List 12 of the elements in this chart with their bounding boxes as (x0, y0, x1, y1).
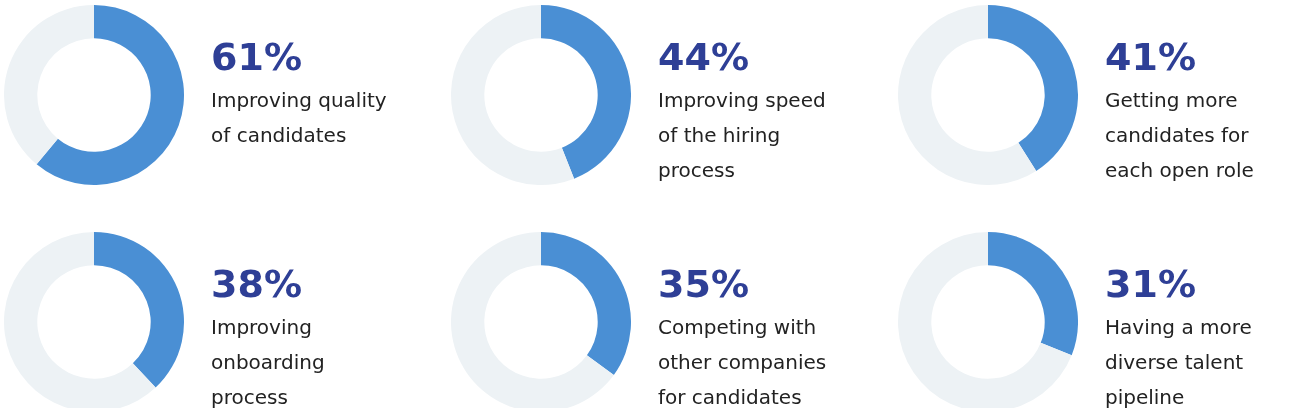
slice-label: Improving speed of the hiring process (658, 87, 827, 184)
data-label: 41% (1105, 35, 1197, 79)
slice-label: Getting more candidates for each open role (1105, 87, 1255, 184)
data-label: 35% (658, 262, 750, 306)
data-label: 61% (211, 35, 303, 79)
data-label: 44% (658, 35, 750, 79)
slice-label: Improving quality of candidates (211, 87, 388, 149)
slice-label: Competing with other companies for candidates (658, 314, 828, 408)
slice-label: Improving onboarding process (211, 314, 326, 408)
data-label: 38% (211, 262, 303, 306)
data-label: 31% (1105, 262, 1197, 306)
slice-label: Having a more diverse talent pipeline (1105, 314, 1253, 408)
